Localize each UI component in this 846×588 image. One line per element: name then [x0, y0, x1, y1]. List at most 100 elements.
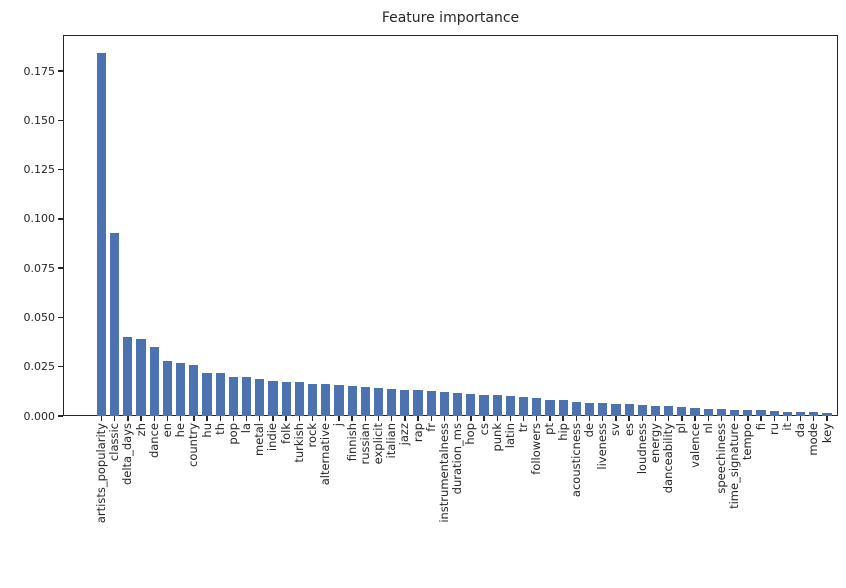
- x-tick-mark: [536, 416, 538, 421]
- bar-dance: [149, 347, 159, 416]
- x-tick-label: latin: [502, 423, 517, 449]
- bar-punk: [492, 395, 502, 416]
- x-tick-label: cs: [476, 423, 491, 436]
- x-tick-label: ru: [766, 423, 781, 436]
- x-tick-mark: [153, 416, 155, 421]
- x-tick-mark: [443, 416, 446, 421]
- x-tick-label: fr: [423, 423, 438, 432]
- x-tick-mark: [470, 416, 472, 421]
- bar-key: [822, 413, 832, 416]
- bar-followers: [532, 398, 542, 416]
- x-tick-mark: [668, 416, 670, 421]
- bar-classic: [110, 232, 120, 416]
- x-tick-mark: [681, 416, 683, 421]
- x-tick-mark: [430, 416, 432, 421]
- x-tick-mark: [417, 416, 419, 421]
- x-tick-mark: [549, 416, 551, 421]
- x-tick-mark: [733, 416, 736, 421]
- x-tick-mark: [522, 416, 525, 421]
- bar-danceability: [664, 406, 674, 416]
- x-tick-label: valence: [687, 423, 702, 468]
- bar-speechiness: [716, 409, 727, 416]
- x-tick-label: rap: [410, 423, 425, 443]
- y-tick-label: 0.125: [23, 163, 56, 177]
- x-tick-label: dance: [146, 423, 161, 459]
- bar-turkish: [294, 382, 304, 416]
- bar-rock: [307, 384, 318, 416]
- x-tick-mark: [799, 416, 802, 421]
- x-tick-mark: [311, 416, 314, 421]
- bar-alternative: [321, 384, 331, 416]
- x-tick-mark: [602, 416, 604, 421]
- x-tick-label: mode: [806, 423, 821, 456]
- x-tick-mark: [615, 416, 617, 421]
- bar-da: [796, 412, 806, 416]
- x-tick-mark: [509, 416, 512, 421]
- x-tick-mark: [694, 416, 696, 421]
- y-tick-mark: [58, 119, 63, 122]
- x-tick-label: instrumentalness: [436, 423, 451, 523]
- x-tick-label: jazz: [397, 423, 412, 446]
- y-tick-label: 0.150: [23, 113, 56, 127]
- bar-italian: [387, 389, 397, 416]
- x-tick-mark: [575, 416, 578, 421]
- y-tick-mark: [58, 70, 63, 72]
- bar-sv: [611, 404, 621, 416]
- x-tick-mark: [813, 416, 815, 421]
- plot-area: [63, 35, 838, 416]
- bar-tempo: [743, 410, 753, 416]
- bar-th: [215, 372, 225, 416]
- y-tick-label: 0.175: [23, 64, 56, 78]
- x-tick-label: pt: [542, 423, 557, 435]
- x-tick-mark: [456, 416, 459, 421]
- x-tick-mark: [219, 416, 221, 421]
- x-tick-mark: [773, 416, 775, 421]
- bar-mode: [809, 412, 819, 416]
- x-tick-mark: [826, 416, 828, 421]
- x-tick-label: zh: [133, 423, 148, 437]
- x-tick-mark: [285, 416, 287, 421]
- x-tick-mark: [707, 416, 709, 421]
- x-tick-label: indie: [265, 423, 280, 452]
- bar-energy: [650, 406, 661, 416]
- bar-jazz: [400, 390, 410, 416]
- bar-fr: [426, 391, 436, 416]
- x-tick-label: russian: [357, 423, 372, 465]
- x-tick-mark: [747, 416, 749, 421]
- x-tick-mark: [245, 416, 248, 421]
- bar-folk: [281, 382, 291, 416]
- bar-country: [189, 364, 199, 416]
- bar-ru: [769, 411, 779, 416]
- bar-indie: [268, 380, 278, 416]
- x-tick-label: hip: [555, 423, 570, 441]
- x-tick-mark: [760, 416, 762, 421]
- bar-russian: [360, 387, 370, 416]
- bar-pl: [677, 407, 687, 416]
- bar-explicit: [373, 388, 384, 416]
- x-tick-label: sv: [608, 423, 623, 436]
- bar-he: [176, 362, 186, 416]
- bar-en: [162, 360, 173, 416]
- x-tick-label: country: [186, 423, 201, 467]
- x-tick-mark: [325, 416, 327, 421]
- bar-artists_popularity: [96, 53, 107, 416]
- x-tick-mark: [259, 416, 261, 421]
- x-tick-label: turkish: [291, 423, 306, 463]
- x-tick-label: pl: [674, 423, 689, 434]
- bar-pop: [228, 376, 238, 416]
- y-tick-label: 0.050: [23, 310, 56, 324]
- bar-rap: [413, 390, 423, 416]
- x-tick-mark: [351, 416, 353, 421]
- bar-metal: [255, 378, 265, 416]
- bar-pt: [545, 400, 555, 416]
- bar-de: [584, 403, 595, 416]
- x-tick-mark: [166, 416, 169, 421]
- x-tick-label: alternative: [318, 423, 333, 486]
- x-tick-mark: [641, 416, 644, 421]
- x-tick-mark: [496, 416, 498, 421]
- x-tick-mark: [113, 416, 116, 421]
- bar-hop: [466, 394, 476, 416]
- x-tick-mark: [272, 416, 274, 421]
- x-tick-label: hop: [463, 423, 478, 445]
- x-tick-mark: [232, 416, 235, 421]
